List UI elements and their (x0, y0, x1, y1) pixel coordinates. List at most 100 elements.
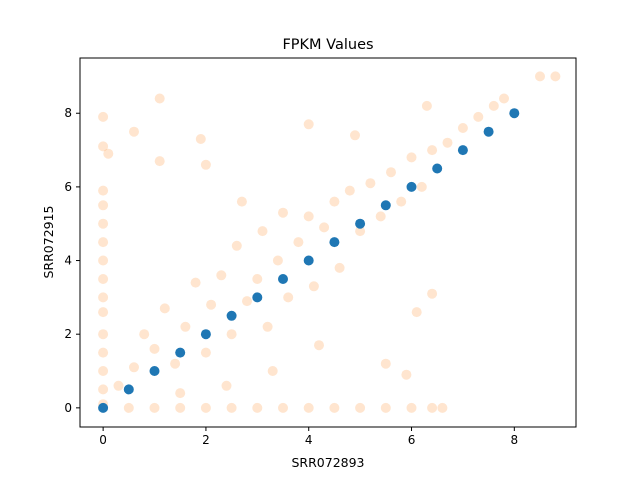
sample-point-44 (257, 226, 268, 237)
sample-point-10 (98, 218, 109, 229)
sample-point-32 (149, 343, 160, 354)
identity-point-1 (123, 384, 134, 395)
sample-point-21 (278, 402, 288, 413)
sample-point-8 (98, 255, 109, 266)
chart-title: FPKM Values (282, 37, 373, 53)
identity-point-4 (200, 329, 211, 340)
sample-point-2 (98, 366, 109, 376)
sample-point-75 (350, 130, 360, 141)
sample-point-5 (98, 307, 109, 318)
y-tick-label-0: 0 (64, 401, 72, 415)
sample-point-28 (427, 402, 438, 413)
sample-point-27 (437, 402, 448, 413)
sample-point-40 (226, 329, 237, 340)
sample-point-46 (272, 255, 283, 266)
y-tick-label-1: 2 (64, 327, 72, 341)
sample-point-12 (98, 185, 109, 196)
sample-point-84 (411, 307, 422, 318)
sample-point-66 (473, 111, 484, 122)
identity-point-7 (278, 274, 288, 284)
sample-point-63 (427, 145, 438, 156)
sample-point-17 (175, 402, 186, 413)
sample-point-6 (98, 292, 109, 303)
sample-point-83 (380, 358, 391, 369)
sample-point-68 (499, 93, 509, 104)
sample-point-61 (406, 152, 417, 163)
identity-point-15 (483, 126, 494, 137)
sample-point-53 (329, 196, 340, 207)
identity-points-group (98, 108, 520, 413)
sample-point-38 (206, 299, 217, 310)
sample-point-22 (303, 402, 314, 413)
sample-point-65 (457, 123, 468, 133)
sample-point-54 (334, 262, 345, 273)
y-axis-label: SRR072915 (41, 205, 56, 278)
sample-point-34 (170, 358, 181, 369)
sample-point-25 (380, 402, 391, 413)
y-tick-label-4: 8 (64, 106, 72, 120)
sample-point-36 (190, 277, 201, 288)
identity-point-8 (303, 255, 314, 266)
sample-point-52 (319, 222, 330, 233)
x-tick-label-3: 6 (408, 433, 416, 447)
sample-point-18 (200, 402, 211, 413)
sample-point-37 (200, 347, 211, 358)
x-axis: 0 2 4 6 8 (99, 427, 518, 447)
sample-point-86 (401, 369, 412, 380)
sample-point-56 (355, 226, 366, 237)
sample-point-45 (262, 321, 273, 332)
identity-point-14 (457, 145, 468, 156)
identity-point-5 (226, 310, 237, 321)
sample-point-15 (123, 402, 134, 413)
sample-point-30 (129, 362, 139, 373)
identity-point-10 (355, 218, 366, 229)
sample-point-1 (98, 384, 109, 395)
sample-point-35 (180, 321, 191, 332)
sample-point-4 (98, 329, 109, 340)
identity-point-9 (329, 237, 340, 248)
sample-point-9 (98, 237, 109, 248)
sample-point-14 (98, 111, 109, 122)
sample-point-57 (365, 178, 376, 189)
sample-point-81 (267, 366, 278, 376)
sample-point-23 (329, 402, 340, 413)
sample-point-50 (303, 211, 314, 222)
identity-point-6 (252, 292, 263, 303)
sample-point-74 (303, 119, 314, 130)
sample-point-62 (416, 181, 427, 192)
sample-point-41 (231, 240, 242, 251)
sample-point-33 (159, 303, 170, 314)
sample-point-11 (98, 200, 109, 211)
sample-point-13 (98, 141, 109, 152)
sample-point-43 (252, 274, 263, 284)
sample-point-70 (129, 126, 139, 137)
sample-point-26 (406, 402, 417, 413)
sample-point-19 (226, 402, 237, 413)
sample-point-71 (103, 148, 114, 159)
identity-point-12 (406, 181, 417, 192)
sample-point-60 (396, 196, 407, 207)
identity-point-11 (380, 200, 391, 211)
sample-point-42 (242, 296, 252, 307)
x-tick-label-1: 2 (202, 433, 210, 447)
sample-point-39 (216, 270, 227, 281)
sample-point-59 (386, 167, 396, 178)
sample-point-51 (308, 281, 319, 292)
x-tick-label-0: 0 (99, 433, 107, 447)
sample-point-7 (98, 274, 109, 284)
sample-point-29 (113, 380, 124, 391)
sample-point-20 (252, 402, 263, 413)
y-tick-label-2: 4 (64, 254, 72, 268)
identity-point-16 (509, 108, 520, 119)
sample-point-76 (421, 100, 432, 111)
identity-point-3 (175, 347, 186, 358)
sample-point-88 (200, 159, 211, 170)
identity-point-13 (432, 163, 443, 174)
x-tick-label-4: 8 (511, 433, 519, 447)
sample-point-85 (427, 288, 438, 299)
sample-point-55 (344, 185, 355, 196)
sample-point-87 (236, 196, 247, 207)
sample-point-79 (175, 388, 186, 399)
sample-point-77 (535, 71, 545, 82)
